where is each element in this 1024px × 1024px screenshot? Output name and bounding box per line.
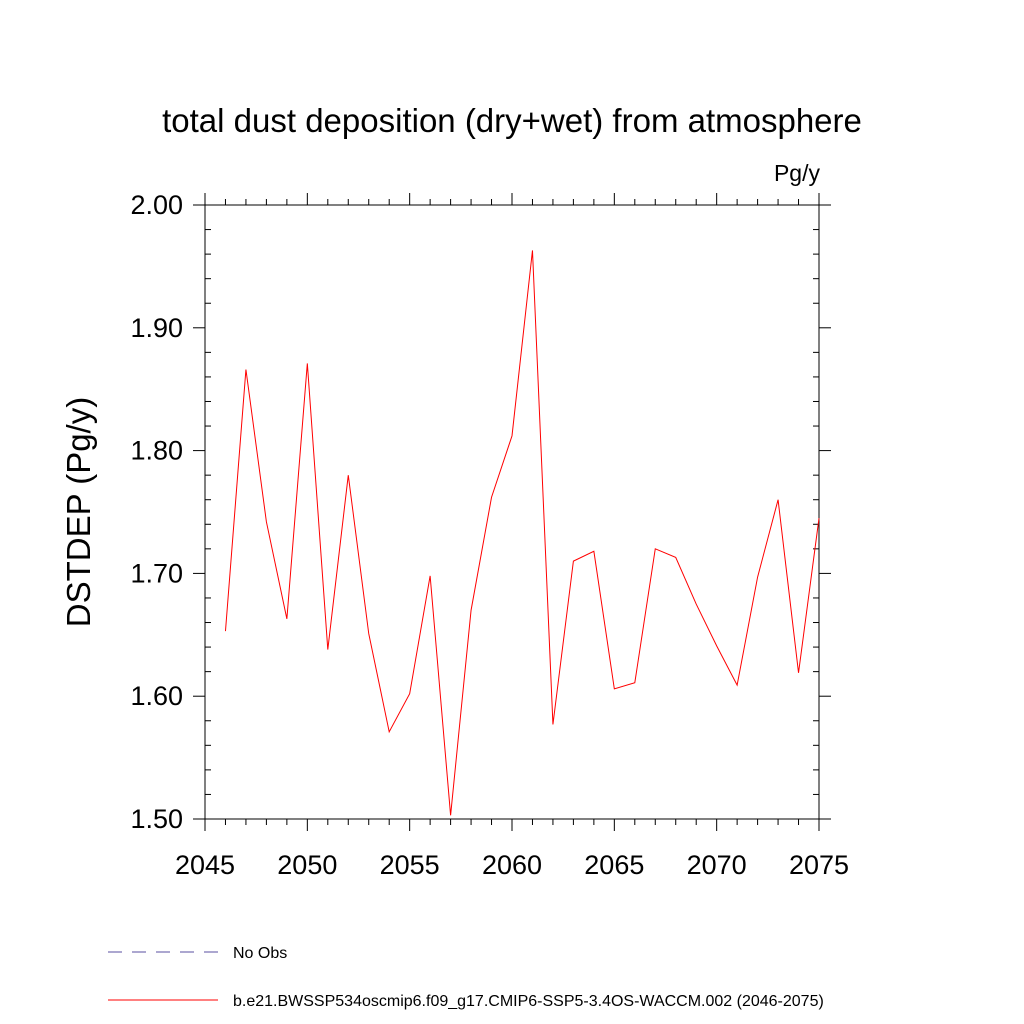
y-tick-label: 1.80: [130, 436, 183, 466]
y-tick-label: 1.90: [130, 313, 183, 343]
legend-label: No Obs: [233, 945, 287, 962]
units-label: Pg/y: [774, 160, 821, 186]
y-tick-label: 1.50: [130, 804, 183, 834]
series-lines: [224, 250, 820, 816]
x-tick-label: 2060: [482, 850, 542, 880]
legend-label: b.e21.BWSSP534oscmip6.f09_g17.CMIP6-SSP5…: [233, 993, 824, 1010]
plot-frame: [204, 204, 820, 820]
x-tick-label: 2050: [277, 850, 337, 880]
axis-ticks: 2045 2050 2055 2060 2065 2070 2075 1.50 1.60 1.70…: [130, 190, 849, 880]
y-axis-label: DSTDEP (Pg/y): [60, 397, 97, 627]
x-tick-label: 2045: [175, 850, 235, 880]
x-tick-label: 2075: [789, 850, 849, 880]
series-line: [224, 250, 820, 816]
legend: No Obs b.e21.BWSSP534oscmip6.f09_g17.CMIP…: [108, 945, 824, 1010]
chart-title: total dust deposition (dry+wet) from atm…: [162, 102, 862, 139]
x-tick-label: 2070: [687, 850, 747, 880]
y-tick-label: 1.70: [130, 558, 183, 588]
x-tick-label: 2065: [584, 850, 644, 880]
x-tick-label: 2055: [380, 850, 440, 880]
y-tick-label: 2.00: [130, 190, 183, 220]
y-tick-label: 1.60: [130, 681, 183, 711]
